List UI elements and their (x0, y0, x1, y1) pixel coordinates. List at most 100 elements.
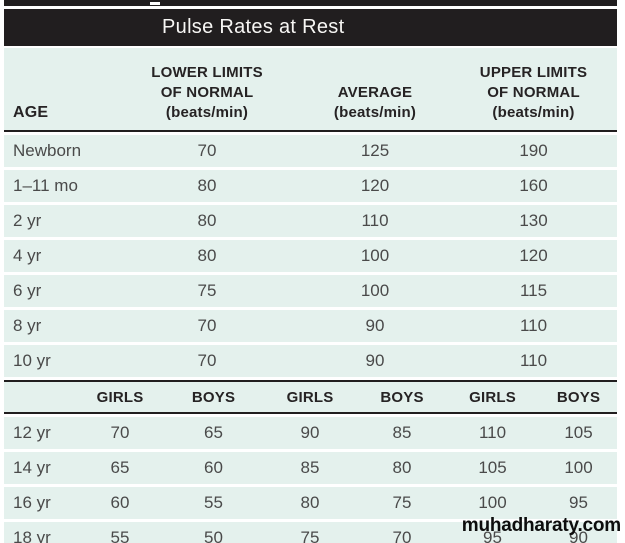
girls-lower-cell: 70 (110, 423, 130, 442)
boys-lower-cell: 60 (204, 458, 223, 477)
average-cell: 90 (365, 351, 385, 370)
age-cell: 8 yr (13, 316, 42, 335)
scan-notch (150, 2, 160, 5)
table-container: Pulse Rates at Rest AGE LOWER LIMITS OF … (4, 0, 617, 543)
age-cell: 4 yr (13, 246, 42, 265)
lower-cell: 70 (197, 141, 217, 160)
boys-average-cell: 80 (392, 458, 412, 477)
average-cell: 90 (365, 316, 385, 335)
spacer (4, 6, 617, 9)
header-line: (beats/min) (333, 104, 417, 121)
table-row: 2 yr 80 110 130 (4, 205, 617, 237)
divider-line (4, 130, 617, 132)
header-line: UPPER LIMITS (479, 64, 588, 81)
girls-average-cell: 80 (300, 493, 320, 512)
spacer (4, 377, 617, 380)
col-header-lower-limits: LOWER LIMITS OF NORMAL (beats/min) (114, 48, 300, 130)
lower-cell: 80 (197, 246, 217, 265)
spacer (4, 46, 617, 48)
lower-cell: 70 (197, 316, 217, 335)
header-line: AVERAGE (337, 84, 413, 101)
table-row: 4 yr 80 100 120 (4, 240, 617, 272)
header-line: OF NORMAL (487, 84, 580, 101)
lower-cell: 80 (197, 211, 217, 230)
age-cell: 12 yr (13, 423, 51, 442)
boys-upper-cell: 100 (564, 458, 593, 477)
boys-upper-cell: 90 (569, 528, 588, 543)
boys-upper-cell: 105 (564, 423, 593, 442)
gb-header-boys-average: BOYS (380, 388, 424, 406)
table-title: Pulse Rates at Rest (162, 16, 345, 38)
girls-average-cell: 85 (300, 458, 320, 477)
col-header-upper-limits: UPPER LIMITS OF NORMAL (beats/min) (450, 48, 617, 130)
girls-upper-cell: 95 (483, 528, 502, 543)
table-row: 16 yr 60 55 80 75 100 95 (4, 487, 617, 519)
table-row: 14 yr 65 60 85 80 105 100 (4, 452, 617, 484)
average-cell: 110 (361, 211, 389, 230)
age-cell: 10 yr (13, 351, 51, 370)
gb-header-girls-upper: GIRLS (469, 388, 516, 406)
upper-cell: 130 (519, 211, 548, 230)
age-cell: Newborn (13, 141, 82, 160)
column-header-row: AGE LOWER LIMITS OF NORMAL (beats/min) A… (4, 48, 617, 130)
upper-cell: 110 (519, 351, 548, 370)
age-cell: 16 yr (13, 493, 51, 512)
table-row: Newborn 70 125 190 (4, 135, 617, 167)
boys-average-cell: 75 (392, 493, 412, 512)
top-border-strip (4, 0, 617, 6)
upper-cell: 160 (519, 176, 548, 195)
col-header-age: AGE (13, 104, 49, 121)
table-row: 10 yr 70 90 110 (4, 345, 617, 377)
girls-lower-cell: 55 (110, 528, 130, 543)
boys-lower-cell: 65 (204, 423, 223, 442)
lower-cell: 80 (197, 176, 217, 195)
header-line: (beats/min) (165, 104, 249, 121)
age-cell: 6 yr (13, 281, 42, 300)
header-line: (beats/min) (492, 104, 575, 121)
table-row: 18 yr 55 50 75 70 95 90 (4, 522, 617, 543)
upper-cell: 190 (519, 141, 548, 160)
upper-cell: 120 (519, 246, 548, 265)
boys-lower-cell: 55 (204, 493, 223, 512)
age-cell: 1–11 mo (13, 176, 78, 195)
table-row: 12 yr 70 65 90 85 110 105 (4, 417, 617, 449)
col-header-average: AVERAGE (beats/min) (300, 48, 450, 130)
gb-header-age-spacer (4, 382, 74, 412)
girls-average-cell: 90 (300, 423, 320, 442)
header-line: OF NORMAL (160, 84, 254, 101)
girls-upper-cell: 100 (478, 493, 507, 512)
table-row: 6 yr 75 100 115 (4, 275, 617, 307)
girls-average-cell: 75 (300, 528, 320, 543)
divider-line (4, 412, 617, 414)
age-cell: 2 yr (13, 211, 42, 230)
average-cell: 100 (360, 281, 390, 300)
boys-average-cell: 85 (392, 423, 412, 442)
gb-header-boys-lower: BOYS (191, 388, 236, 406)
average-cell: 125 (360, 141, 390, 160)
upper-cell: 115 (519, 281, 548, 300)
average-cell: 100 (360, 246, 390, 265)
girls-lower-cell: 60 (110, 493, 130, 512)
boys-upper-cell: 95 (569, 493, 588, 512)
boys-lower-cell: 50 (204, 528, 223, 543)
girls-boys-header-row: GIRLS BOYS GIRLS BOYS GIRLS BOYS (4, 382, 617, 412)
girls-upper-cell: 105 (478, 458, 507, 477)
upper-cell: 110 (519, 316, 548, 335)
watermark-text: muhadharaty.com (461, 515, 621, 536)
lower-cell: 70 (197, 351, 217, 370)
lower-cell: 75 (197, 281, 217, 300)
girls-upper-cell: 110 (478, 423, 507, 442)
age-cell: 18 yr (13, 528, 51, 543)
table-title-bar: Pulse Rates at Rest (4, 9, 617, 46)
table-row: 1–11 mo 80 120 160 (4, 170, 617, 202)
gb-header-girls-average: GIRLS (286, 388, 334, 406)
average-cell: 120 (360, 176, 390, 195)
header-line: LOWER LIMITS (151, 64, 263, 81)
gb-header-girls-lower: GIRLS (96, 388, 144, 406)
table-row: 8 yr 70 90 110 (4, 310, 617, 342)
girls-lower-cell: 65 (110, 458, 130, 477)
gb-header-boys-upper: BOYS (556, 388, 601, 406)
boys-average-cell: 70 (392, 528, 412, 543)
divider-line (4, 380, 617, 382)
